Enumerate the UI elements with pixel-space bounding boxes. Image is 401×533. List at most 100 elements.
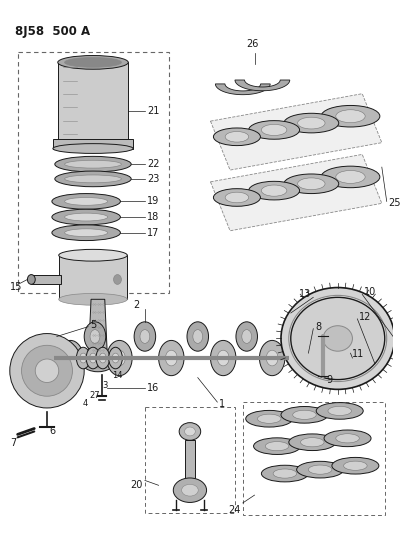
Ellipse shape	[308, 465, 332, 474]
Ellipse shape	[284, 174, 339, 193]
Ellipse shape	[80, 353, 87, 363]
Ellipse shape	[236, 322, 257, 351]
Polygon shape	[211, 94, 382, 170]
Text: 16: 16	[147, 383, 159, 393]
Ellipse shape	[55, 171, 131, 187]
Ellipse shape	[52, 193, 120, 209]
Ellipse shape	[159, 341, 184, 376]
Ellipse shape	[246, 410, 293, 427]
Text: 4: 4	[83, 399, 88, 408]
Bar	[59, 255, 127, 300]
Ellipse shape	[65, 229, 108, 237]
Ellipse shape	[65, 350, 76, 366]
Ellipse shape	[59, 249, 127, 261]
Ellipse shape	[65, 58, 122, 67]
Bar	[145, 407, 235, 513]
Ellipse shape	[321, 106, 380, 127]
Ellipse shape	[84, 322, 106, 351]
Ellipse shape	[281, 407, 328, 423]
Text: 1: 1	[219, 399, 225, 409]
Ellipse shape	[27, 274, 35, 285]
Text: 7: 7	[10, 438, 16, 448]
Ellipse shape	[107, 341, 132, 376]
Ellipse shape	[266, 350, 278, 366]
Ellipse shape	[332, 457, 379, 474]
Ellipse shape	[134, 322, 156, 351]
Ellipse shape	[344, 461, 367, 470]
Ellipse shape	[321, 166, 380, 188]
Polygon shape	[215, 84, 270, 95]
Ellipse shape	[328, 406, 351, 416]
Ellipse shape	[298, 117, 325, 129]
Text: 22: 22	[147, 159, 159, 169]
Ellipse shape	[225, 192, 249, 203]
Ellipse shape	[65, 198, 108, 205]
Ellipse shape	[265, 441, 289, 451]
Ellipse shape	[261, 124, 287, 135]
Text: 15: 15	[10, 281, 22, 292]
Ellipse shape	[281, 287, 395, 390]
Ellipse shape	[217, 350, 229, 366]
Ellipse shape	[273, 469, 297, 478]
Ellipse shape	[112, 353, 119, 363]
Text: 18: 18	[147, 212, 159, 222]
Ellipse shape	[324, 430, 371, 447]
Ellipse shape	[289, 295, 387, 382]
Ellipse shape	[249, 181, 300, 200]
Ellipse shape	[179, 423, 200, 440]
Polygon shape	[235, 80, 290, 91]
Ellipse shape	[242, 329, 251, 343]
Text: 23: 23	[147, 174, 159, 184]
Text: 26: 26	[246, 39, 259, 49]
Ellipse shape	[294, 346, 304, 360]
Ellipse shape	[58, 55, 128, 69]
Circle shape	[10, 334, 84, 408]
Ellipse shape	[65, 213, 108, 221]
Text: 25: 25	[389, 198, 401, 208]
Ellipse shape	[58, 341, 83, 376]
Ellipse shape	[291, 297, 385, 379]
Ellipse shape	[90, 329, 100, 343]
Ellipse shape	[166, 350, 177, 366]
Text: 8: 8	[315, 322, 321, 332]
Polygon shape	[88, 300, 108, 363]
Ellipse shape	[297, 462, 344, 478]
Text: 21: 21	[147, 106, 159, 116]
Ellipse shape	[65, 160, 122, 168]
Bar	[18, 52, 169, 294]
Text: 27: 27	[90, 391, 100, 400]
Ellipse shape	[53, 143, 133, 154]
Text: 17: 17	[147, 228, 159, 238]
Ellipse shape	[113, 350, 126, 366]
Text: 11: 11	[352, 349, 365, 359]
Text: 13: 13	[299, 289, 311, 300]
Ellipse shape	[301, 438, 324, 447]
Circle shape	[22, 345, 73, 396]
Ellipse shape	[82, 354, 113, 372]
Text: 24: 24	[229, 505, 241, 515]
Text: 5: 5	[90, 320, 96, 330]
Ellipse shape	[261, 465, 308, 482]
Ellipse shape	[298, 178, 325, 190]
Text: 20: 20	[131, 480, 143, 490]
Ellipse shape	[316, 402, 363, 419]
Bar	[31, 274, 61, 285]
Ellipse shape	[89, 353, 96, 363]
Ellipse shape	[140, 329, 150, 343]
Text: 12: 12	[359, 312, 372, 322]
Ellipse shape	[213, 128, 260, 146]
Ellipse shape	[211, 341, 236, 376]
Text: 14: 14	[112, 371, 123, 380]
Ellipse shape	[173, 478, 207, 503]
Text: 19: 19	[147, 196, 159, 206]
Ellipse shape	[52, 225, 120, 240]
Ellipse shape	[261, 185, 287, 196]
Ellipse shape	[55, 156, 131, 172]
Ellipse shape	[187, 322, 209, 351]
Ellipse shape	[213, 189, 260, 206]
Circle shape	[35, 359, 59, 383]
Bar	[53, 139, 133, 149]
Ellipse shape	[113, 274, 122, 285]
Bar	[58, 62, 128, 149]
Bar	[243, 402, 385, 515]
